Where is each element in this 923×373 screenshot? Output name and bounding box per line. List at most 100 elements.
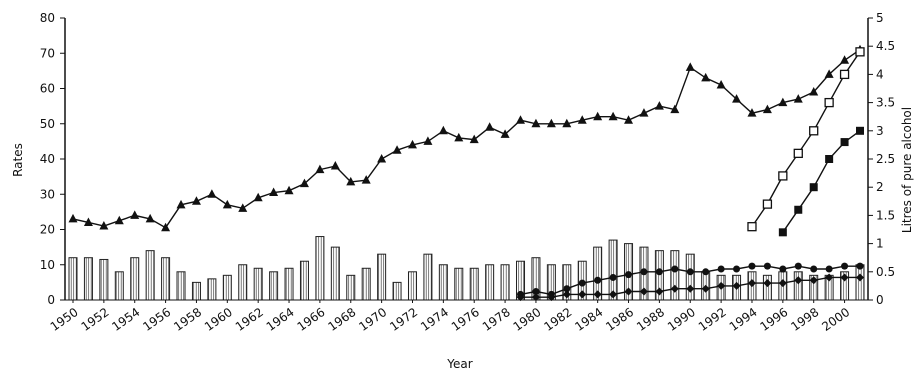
- x-tick-label-2000: 2000: [819, 305, 852, 334]
- bar-1951: [83, 257, 93, 301]
- x-tick-label-1998: 1998: [788, 305, 821, 334]
- x-tick-label-1992: 1992: [696, 305, 729, 334]
- bar-1978: [500, 264, 510, 301]
- point-filled-diamond-1982: [562, 290, 571, 299]
- right-tick-label-4: 4: [876, 67, 884, 81]
- point-triangle-1991: [701, 72, 711, 82]
- bar-1957: [176, 271, 186, 301]
- right-tick-label-2.5: 2.5: [876, 152, 895, 166]
- left-tick-label-80: 80: [40, 11, 55, 25]
- bar-1962: [253, 267, 263, 301]
- point-open-square-1995: [762, 199, 773, 209]
- bar-1956: [161, 257, 171, 301]
- x-tick-label-1954: 1954: [109, 305, 142, 334]
- point-triangle-1958: [191, 196, 201, 205]
- point-filled-diamond-1992: [717, 281, 726, 290]
- point-open-square-2000: [839, 69, 850, 80]
- point-filled-circle-1996: [779, 265, 787, 273]
- bar-1950: [68, 257, 78, 301]
- x-tick-label-1984: 1984: [572, 305, 605, 334]
- bar-1959: [207, 278, 217, 301]
- x-tick-label-1950: 1950: [48, 305, 81, 334]
- left-tick-label-30: 30: [40, 187, 55, 201]
- point-triangle-1961: [238, 203, 248, 212]
- bar-1955: [145, 250, 155, 301]
- bar-2001: [855, 264, 865, 301]
- bar-1954: [130, 257, 140, 301]
- point-filled-circle-1993: [733, 265, 741, 273]
- point-triangle-1978: [500, 129, 510, 138]
- point-filled-diamond-1997: [794, 276, 803, 285]
- point-triangle-1980: [531, 118, 541, 128]
- bar-1971: [392, 281, 402, 301]
- point-triangle-1954: [130, 210, 140, 219]
- x-tick-label-1988: 1988: [634, 305, 667, 334]
- point-filled-circle-1999: [825, 265, 833, 273]
- point-triangle-1992: [716, 79, 726, 89]
- point-filled-circle-1991: [702, 268, 710, 276]
- point-triangle-1969: [361, 175, 371, 184]
- point-filled-circle-1980: [532, 288, 540, 296]
- point-filled-square-1996: [778, 228, 787, 237]
- x-tick-label-1996: 1996: [757, 305, 790, 334]
- point-triangle-1968: [346, 176, 356, 186]
- point-filled-diamond-1990: [686, 284, 695, 293]
- point-triangle-1965: [299, 178, 309, 188]
- point-triangle-1963: [269, 187, 279, 196]
- right-tick-label-5: 5: [876, 11, 884, 25]
- left-tick-label-50: 50: [40, 117, 55, 131]
- x-axis-title: Year: [446, 357, 472, 371]
- point-triangle-1951: [83, 217, 93, 226]
- point-triangle-1964: [284, 185, 294, 195]
- x-tick-label-1976: 1976: [449, 305, 482, 334]
- point-filled-square-1997: [794, 205, 803, 214]
- point-triangle-1979: [516, 115, 526, 124]
- bar-1965: [299, 260, 309, 301]
- point-filled-square-1998: [809, 183, 818, 192]
- point-filled-circle-1998: [810, 265, 818, 273]
- point-filled-circle-1992: [717, 265, 725, 273]
- point-filled-diamond-1984: [593, 290, 602, 299]
- lines-layer: [72, 49, 861, 298]
- point-triangle-1999: [824, 69, 834, 78]
- point-triangle-1993: [732, 94, 742, 103]
- point-triangle-1981: [546, 118, 556, 128]
- point-triangle-1997: [793, 94, 803, 103]
- bar-1970: [377, 253, 387, 301]
- right-tick-label-3: 3: [876, 124, 884, 138]
- series-triangle-line: [72, 49, 861, 229]
- right-tick-label-0: 0: [876, 293, 884, 307]
- point-filled-diamond-1979: [516, 293, 525, 302]
- right-tick-label-3.5: 3.5: [876, 96, 895, 110]
- point-filled-circle-1994: [748, 262, 756, 270]
- x-tick-label-1980: 1980: [511, 305, 544, 334]
- point-triangle-1975: [454, 132, 464, 142]
- x-tick-label-1978: 1978: [480, 305, 513, 334]
- point-triangle-1956: [161, 222, 171, 232]
- left-tick-label-60: 60: [40, 82, 55, 96]
- series-open-square-line: [751, 51, 861, 228]
- x-tick-label-1956: 1956: [140, 305, 173, 334]
- point-open-square-1996: [778, 171, 788, 181]
- point-triangle-1989: [670, 104, 680, 114]
- x-tick-label-1964: 1964: [264, 305, 297, 334]
- point-filled-diamond-1991: [701, 284, 710, 293]
- point-triangle-1982: [562, 118, 572, 128]
- point-filled-square-2001: [856, 126, 864, 135]
- point-triangle-1990: [685, 62, 695, 71]
- left-tick-label-70: 70: [40, 46, 55, 60]
- point-filled-circle-1989: [671, 265, 679, 273]
- left-tick-label-10: 10: [40, 258, 55, 272]
- point-triangle-1996: [778, 97, 788, 107]
- bar-1974: [438, 264, 448, 301]
- right-tick-label-2: 2: [876, 180, 884, 194]
- x-tick-label-1958: 1958: [171, 305, 204, 334]
- x-tick-label-1952: 1952: [79, 305, 112, 334]
- point-triangle-1974: [438, 125, 448, 135]
- bar-1961: [238, 264, 248, 301]
- point-triangle-1971: [392, 145, 402, 154]
- bar-1997: [793, 271, 803, 301]
- point-open-square-2001: [855, 47, 865, 57]
- bar-1966: [315, 236, 325, 301]
